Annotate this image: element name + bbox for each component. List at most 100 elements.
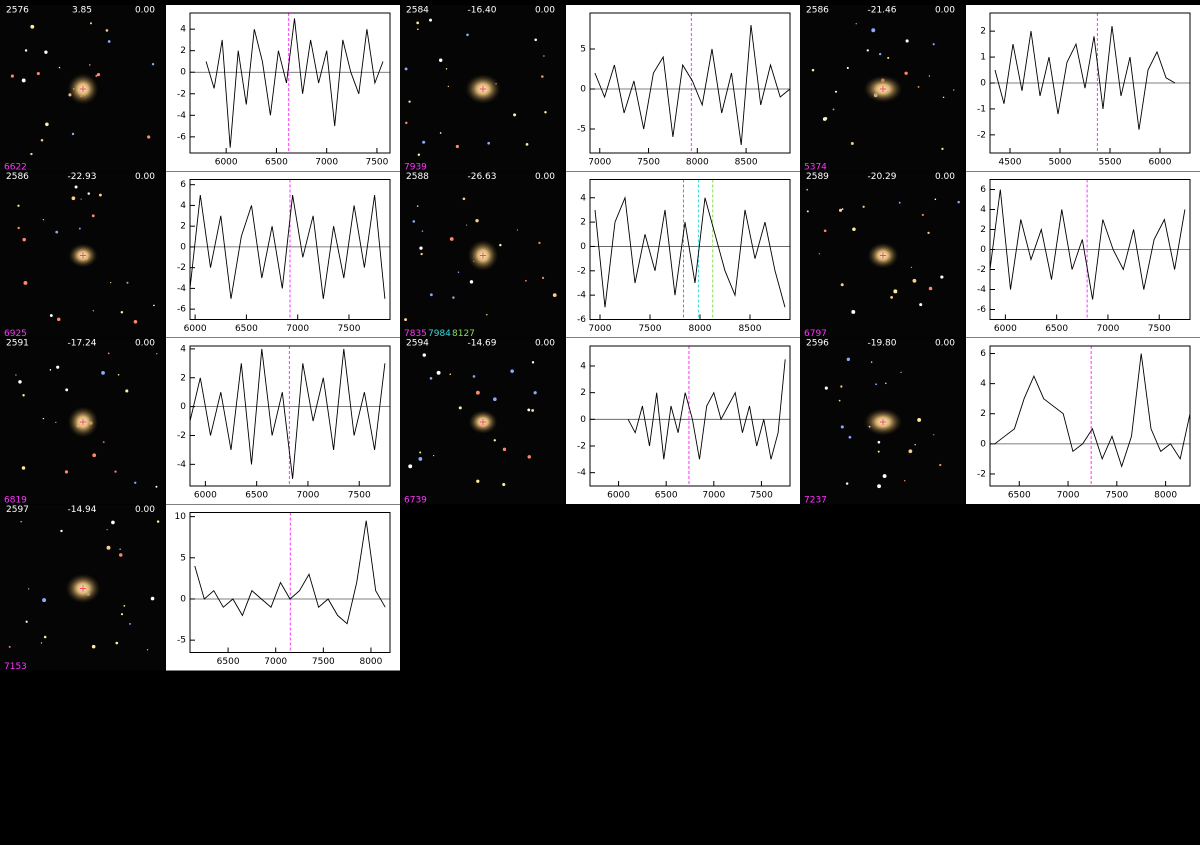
star — [429, 293, 433, 297]
x-tick-label: 7500 — [1105, 491, 1128, 501]
x-tick-label: 7000 — [315, 158, 338, 168]
y-tick-label: 2 — [180, 222, 186, 232]
line-wavelength: 6819 — [4, 496, 27, 506]
star — [91, 214, 95, 218]
y-tick-label: 1 — [980, 53, 986, 63]
plot-frame — [189, 345, 391, 487]
star — [811, 68, 815, 72]
center-marker — [480, 86, 486, 92]
star — [30, 152, 33, 156]
star — [17, 204, 20, 207]
spectrum-chart: 6500 7000 7500 8000 -5 0 5 10 — [166, 504, 400, 671]
star — [852, 227, 856, 232]
x-tick-label: 7000 — [589, 324, 612, 334]
star — [18, 380, 22, 384]
y-tick-label: 0 — [580, 415, 586, 425]
star — [940, 275, 944, 279]
plot-frame — [189, 512, 391, 653]
star — [846, 357, 851, 361]
center-marker — [80, 585, 86, 592]
star — [106, 545, 111, 550]
x-tick-label: 7500 — [338, 324, 361, 334]
star — [927, 231, 930, 235]
star — [882, 474, 887, 479]
x-tick-label: 7500 — [365, 158, 388, 168]
star — [846, 66, 849, 70]
thumb-value: -21.46 — [867, 6, 896, 16]
star — [449, 237, 454, 241]
star — [115, 641, 119, 645]
y-tick-label: -2 — [177, 431, 186, 441]
thumb-id: 2589 — [806, 172, 829, 182]
thumbnail: 2586 -22.93 0.00 6925 — [0, 171, 165, 339]
spectrum-chart: 7000 7500 8000 8500 -6 -4 -2 0 2 4 — [566, 171, 800, 338]
line-wavelength: 6797 — [804, 329, 827, 339]
x-tick-label: 7000 — [588, 158, 611, 168]
star — [823, 229, 827, 233]
y-tick-label: -5 — [577, 125, 586, 135]
x-tick-label: 6000 — [994, 324, 1017, 334]
star — [904, 479, 906, 482]
thumbnail: 2589 -20.29 0.00 6797 — [800, 171, 965, 339]
thumb-score: 0.00 — [135, 6, 155, 16]
y-tick-label: 2 — [980, 27, 986, 37]
star — [106, 529, 108, 531]
star — [43, 635, 47, 639]
star — [469, 280, 474, 284]
star — [834, 90, 838, 93]
star — [65, 388, 69, 392]
y-tick-label: 0 — [980, 245, 986, 255]
star — [147, 135, 151, 139]
center-marker — [880, 419, 886, 425]
x-tick-label: 6500 — [245, 491, 268, 501]
x-tick-label: 7500 — [750, 491, 773, 501]
x-tick-label: 7000 — [1096, 324, 1119, 334]
thumb-id: 2586 — [6, 172, 29, 182]
star — [447, 85, 450, 88]
line-wavelength: 6925 — [4, 329, 27, 339]
star — [24, 49, 28, 52]
spectrum-chart: 6000 6500 7000 7500 -4 -2 0 2 4 — [566, 338, 800, 504]
star — [416, 28, 419, 31]
star — [408, 100, 411, 103]
star — [543, 55, 545, 57]
star — [525, 279, 527, 282]
spectrum-line — [994, 25, 1176, 130]
star — [910, 266, 913, 269]
star — [129, 622, 131, 625]
star — [544, 110, 547, 114]
y-tick-label: 4 — [980, 205, 986, 215]
star — [875, 383, 878, 386]
star — [912, 278, 917, 283]
thumb-value: -20.29 — [867, 172, 896, 182]
line-wavelength: 7984 — [428, 329, 451, 339]
star — [419, 451, 422, 454]
star — [898, 201, 901, 204]
y-tick-label: 2 — [180, 46, 186, 56]
spectrum-chart: 6500 7000 7500 8000 -2 0 2 4 6 — [966, 338, 1200, 504]
y-tick-label: -2 — [977, 469, 986, 479]
y-tick-label: -2 — [577, 266, 586, 276]
star — [824, 386, 828, 390]
star — [845, 482, 849, 485]
thumb-id: 2586 — [806, 6, 829, 16]
thumb-value: -19.80 — [867, 339, 896, 349]
star — [499, 243, 502, 247]
star — [78, 227, 81, 230]
x-tick-label: 8500 — [739, 324, 762, 334]
y-tick-label: 10 — [175, 512, 187, 522]
thumb-value: -26.63 — [467, 172, 496, 182]
star — [848, 435, 852, 439]
center-marker — [480, 419, 486, 425]
star — [472, 375, 476, 378]
star — [91, 644, 96, 649]
star — [513, 113, 517, 117]
plot-frame — [189, 12, 391, 154]
center-marker — [80, 252, 86, 259]
star — [538, 241, 541, 244]
thumb-value: -22.93 — [67, 172, 96, 182]
star — [420, 252, 423, 256]
x-tick-label: 8000 — [1154, 491, 1177, 501]
star — [404, 318, 408, 322]
star — [417, 153, 421, 156]
